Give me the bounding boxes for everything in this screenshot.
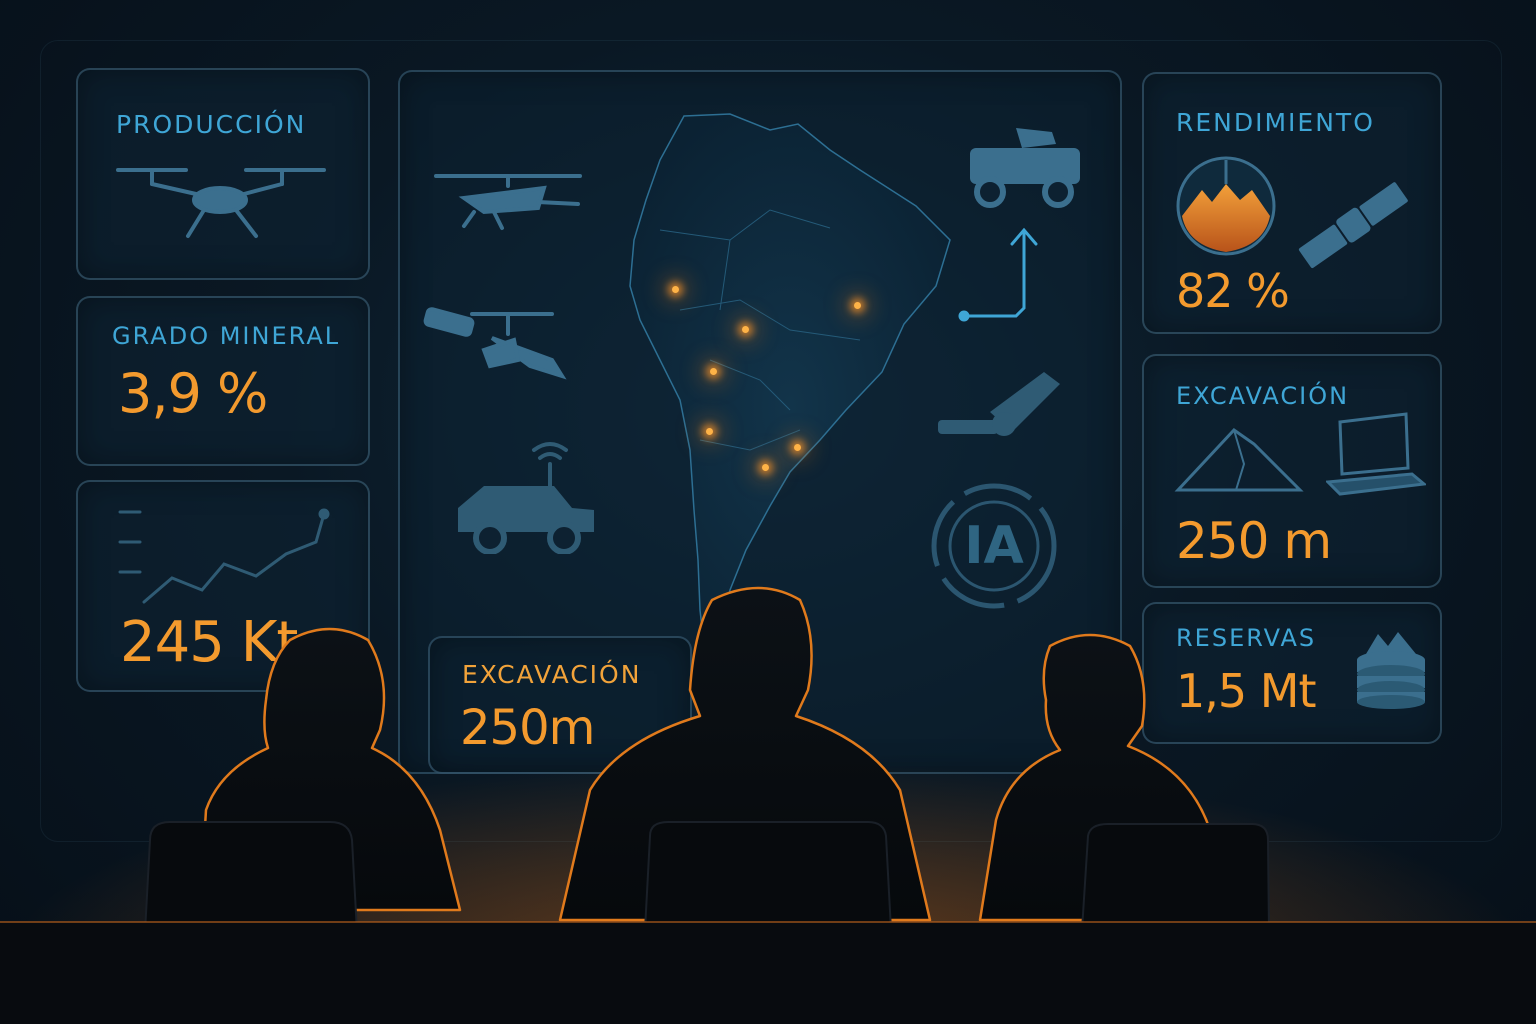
laptop-icon	[1326, 412, 1426, 502]
line-chart-icon	[116, 502, 336, 612]
helicopter-icon	[434, 168, 584, 238]
survey-truck-icon	[454, 434, 604, 554]
site-marker[interactable]	[672, 286, 679, 293]
output-value: 245 Kt	[120, 610, 297, 675]
grado-mineral-value: 3,9 %	[118, 362, 267, 425]
reservas-label: RESERVAS	[1176, 624, 1316, 652]
site-marker[interactable]	[710, 368, 717, 375]
site-marker[interactable]	[854, 302, 861, 309]
rendimiento-label: RENDIMIENTO	[1176, 108, 1375, 137]
produccion-label: PRODUCCIÓN	[116, 110, 306, 139]
produccion-panel[interactable]: PRODUCCIÓN	[76, 68, 370, 280]
site-marker[interactable]	[742, 326, 749, 333]
excavacion-value: 250 m	[1176, 512, 1331, 570]
excavacion-panel[interactable]: EXCAVACIÓN 250 m	[1142, 354, 1442, 588]
gauge-mountain-icon	[1174, 156, 1278, 256]
reservas-panel[interactable]: RESERVAS 1,5 Mt	[1142, 602, 1442, 744]
site-marker[interactable]	[762, 464, 769, 471]
excavacion-center-value: 250m	[460, 700, 594, 756]
orange-backlight	[0, 760, 1536, 960]
excavacion-center-label: EXCAVACIÓN	[462, 660, 641, 689]
satellite-icon	[1290, 174, 1420, 274]
output-panel[interactable]: 245 Kt	[76, 480, 370, 692]
site-marker[interactable]	[706, 428, 713, 435]
site-marker[interactable]	[794, 444, 801, 451]
haul-truck-icon	[966, 122, 1086, 212]
reservas-value: 1,5 Mt	[1176, 664, 1316, 718]
rotor-drone-icon	[422, 304, 572, 384]
rendimiento-value: 82 %	[1176, 264, 1289, 318]
south-america-map	[620, 110, 960, 650]
stacked-ore-icon	[1354, 630, 1428, 710]
excavacion-label: EXCAVACIÓN	[1176, 382, 1349, 410]
terrain-icon	[1174, 424, 1304, 494]
rendimiento-panel[interactable]: RENDIMIENTO 82 %	[1142, 72, 1442, 334]
grado-mineral-panel[interactable]: GRADO MINERAL 3,9 %	[76, 296, 370, 466]
excavacion-center-panel[interactable]: EXCAVACIÓN 250m	[428, 636, 692, 774]
drone-icon	[116, 162, 326, 242]
growth-arrow-icon	[956, 222, 1046, 322]
grado-mineral-label: GRADO MINERAL	[112, 322, 340, 350]
